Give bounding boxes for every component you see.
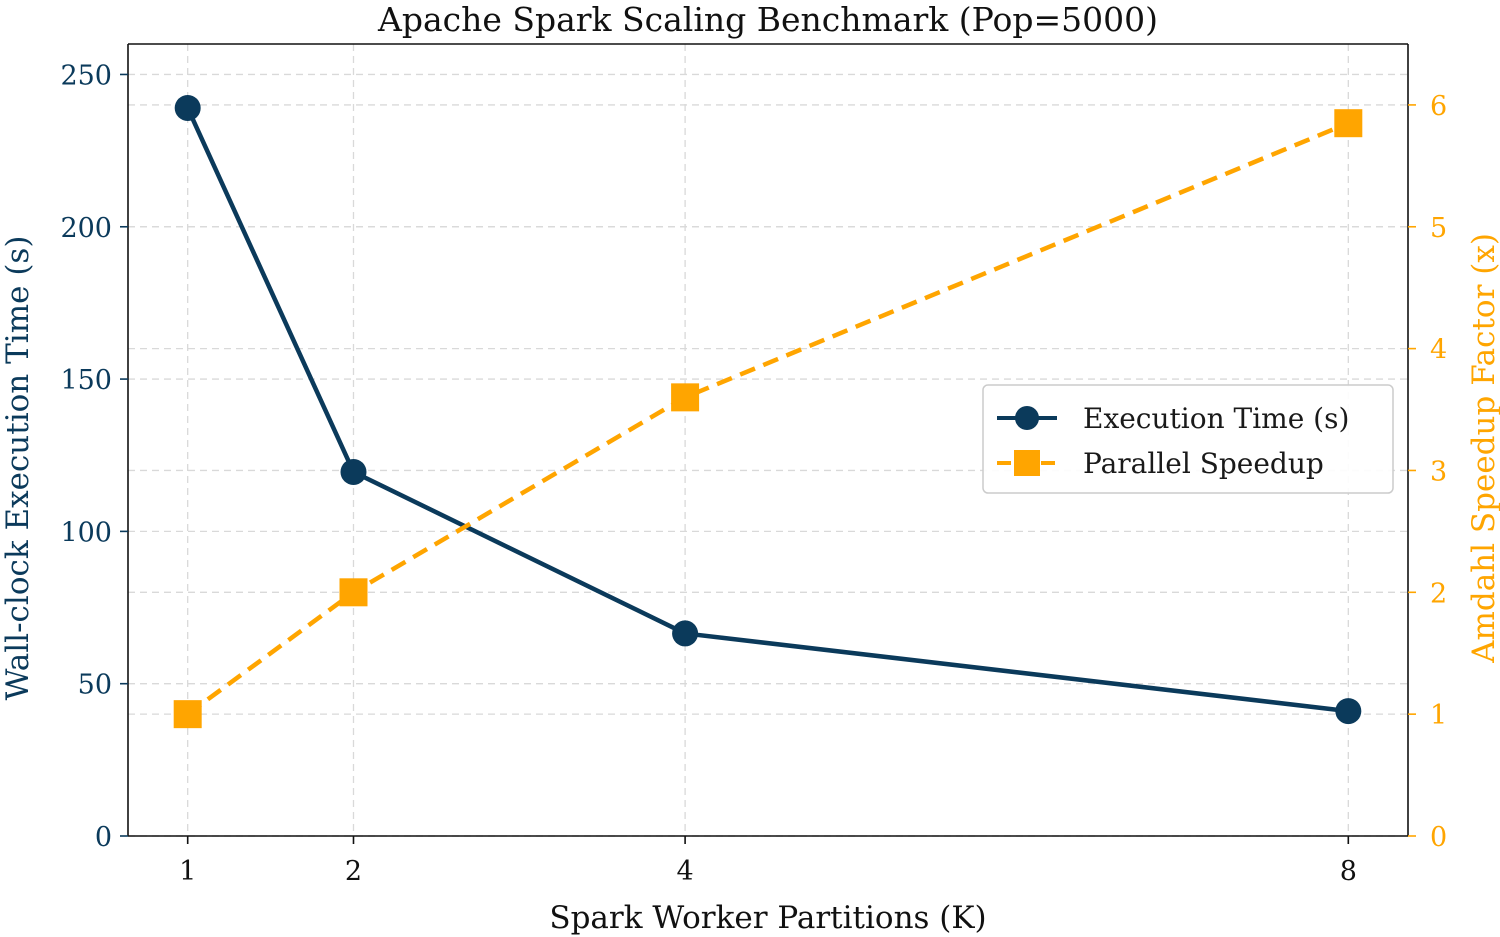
data-point-parallel-speedup <box>339 578 368 607</box>
axes-layer: 1 2 4 8 0 50 100 150 200 250 0 1 2 3 4 5 6 <box>60 43 1447 887</box>
data-point-parallel-speedup <box>671 383 700 412</box>
data-point-execution-time-s <box>672 620 699 647</box>
y-tick-label-right: 0 <box>1430 822 1447 853</box>
legend-frame <box>982 384 1394 494</box>
y-tick-label-right: 2 <box>1430 578 1447 609</box>
chart-title: Apache Spark Scaling Benchmark (Pop=5000… <box>377 0 1158 39</box>
y-tick-label-left: 200 <box>60 213 112 244</box>
legend-label-execution-time: Execution Time (s) <box>1083 402 1349 435</box>
legend-marker-parallel-speedup <box>1014 450 1040 476</box>
legend-marker-execution-time <box>1015 406 1039 430</box>
y-tick-label-right: 4 <box>1430 335 1447 366</box>
data-point-execution-time-s <box>1335 698 1362 725</box>
x-axis-label: Spark Worker Partitions (K) <box>549 900 986 936</box>
x-tick-label: 2 <box>345 856 362 887</box>
y-tick-label-left: 50 <box>78 670 112 701</box>
y-axis-label-left: Wall-clock Execution Time (s) <box>0 236 36 701</box>
y-axis-label-right: Amdahl Speedup Factor (x) <box>1466 233 1500 664</box>
x-tick-label: 1 <box>179 856 196 887</box>
data-point-parallel-speedup <box>1334 109 1363 138</box>
series-line-execution-time-s <box>185 107 1349 714</box>
y-tick-label-left: 250 <box>60 60 112 91</box>
x-tick-label: 8 <box>1340 856 1357 887</box>
legend-label-parallel-speedup: Parallel Speedup <box>1083 447 1324 480</box>
x-tick-label: 4 <box>677 856 694 887</box>
y-tick-label-left: 100 <box>60 517 112 548</box>
y-tick-label-right: 5 <box>1430 213 1447 244</box>
data-point-parallel-speedup <box>173 700 202 729</box>
y-tick-label-right: 3 <box>1430 456 1447 487</box>
series-layer <box>173 94 1363 729</box>
y-tick-label-right: 6 <box>1430 91 1447 122</box>
y-tick-label-left: 0 <box>95 822 112 853</box>
data-point-execution-time-s <box>340 458 367 485</box>
series-line-parallel-speedup <box>186 121 1350 716</box>
data-point-execution-time-s <box>174 94 201 121</box>
y-tick-label-left: 150 <box>60 365 112 396</box>
y-tick-label-right: 1 <box>1430 700 1447 731</box>
legend: Execution Time (s) Parallel Speedup <box>982 384 1394 494</box>
